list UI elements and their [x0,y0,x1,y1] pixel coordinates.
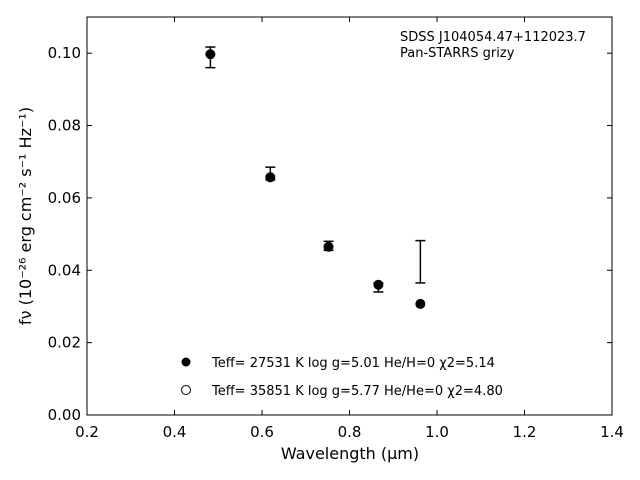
legend-marker [181,385,191,395]
data-points [205,49,426,309]
x-axis-label: Wavelength (μm) [281,444,419,463]
x-tick-label: 0.2 [75,423,99,441]
y-tick-label: 0.00 [48,406,81,424]
model-point-filled [265,172,275,182]
x-tick-label: 0.8 [338,423,362,441]
model-point-filled [324,242,333,252]
y-axis-label: fν (10⁻²⁶ erg cm⁻² s⁻¹ Hz⁻¹) [16,107,35,325]
axis-ticks: 0.2 0.4 0.6 0.8 1.0 1.2 1.4 0.00 0.02 0.04 0.06 0.0… [48,17,624,441]
y-tick-label: 0.10 [48,44,81,62]
model-point-filled [373,280,383,290]
annotation-line-1: SDSS J104054.47+112023.7 [400,30,586,45]
model-point-filled [415,299,425,309]
model-point-filled [205,49,215,59]
legend-marker [181,357,191,367]
legend: Teff= 27531 K log g=5.01 He/H=0 χ2=5.14 T… [181,356,503,399]
y-tick-label: 0.08 [48,117,81,135]
x-tick-label: 1.2 [513,423,537,441]
legend-label: Teff= 27531 K log g=5.01 He/H=0 χ2=5.14 [211,356,495,371]
x-tick-label: 0.6 [250,423,274,441]
x-tick-label: 0.4 [163,423,187,441]
x-tick-label: 1.0 [425,423,449,441]
y-tick-label: 0.06 [48,189,81,207]
y-tick-label: 0.04 [48,261,81,279]
y-tick-label: 0.02 [48,334,81,352]
legend-label: Teff= 35851 K log g=5.77 He/He=0 χ2=4.80 [211,384,503,399]
error-bars [205,46,426,293]
x-tick-label: 1.4 [600,423,624,441]
annotation-line-2: Pan-STARRS grizy [400,46,515,61]
